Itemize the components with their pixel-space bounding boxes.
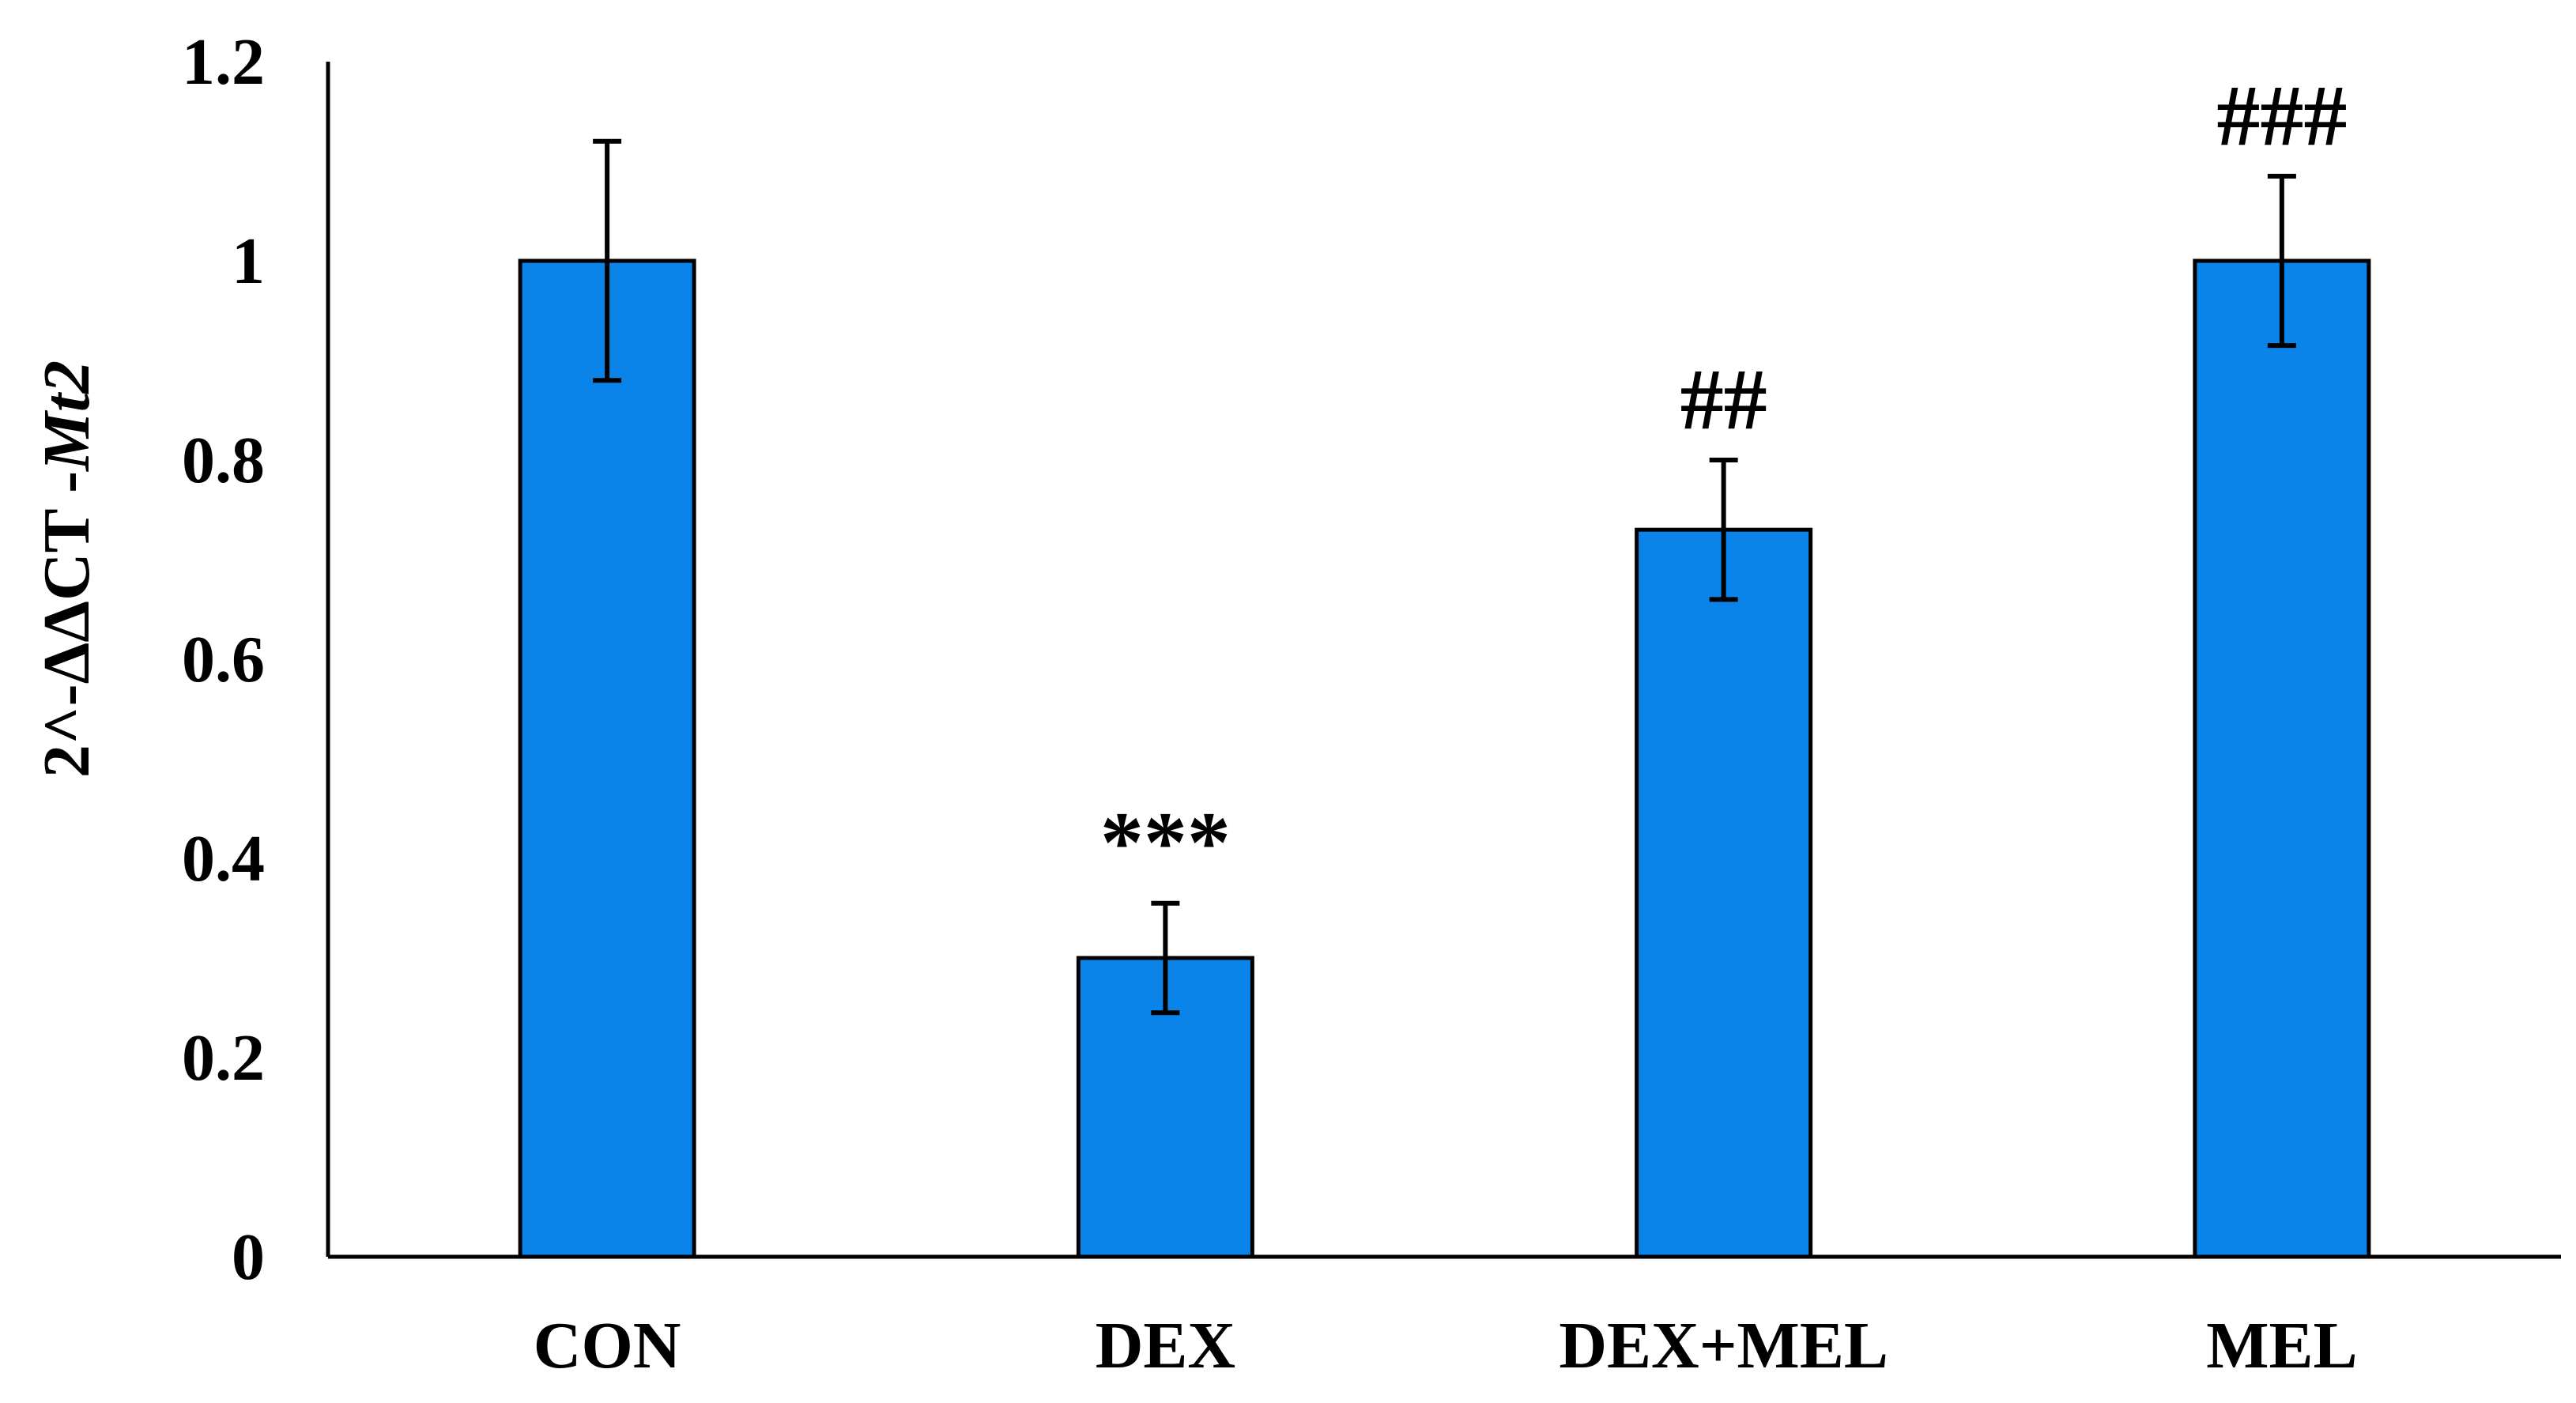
y-tick-label: 0.4 bbox=[182, 822, 265, 896]
x-category-label: CON bbox=[534, 1309, 681, 1382]
y-axis-title-gene: Mt2 bbox=[30, 360, 104, 473]
bar-con bbox=[518, 258, 696, 1259]
significance-label: ### bbox=[2216, 67, 2347, 164]
y-axis-title-text: 2^-ΔΔCT - bbox=[30, 471, 104, 778]
y-tick-label: 0 bbox=[232, 1220, 265, 1294]
y-tick-label: 1.2 bbox=[182, 25, 265, 99]
y-tick-label: 1 bbox=[232, 224, 265, 298]
y-axis-title: 2^-ΔΔCT -Mt2 bbox=[30, 360, 104, 778]
y-tick-label: 0.2 bbox=[182, 1021, 265, 1095]
bar-dex-mel bbox=[1635, 527, 1813, 1259]
y-tick-label: 0.8 bbox=[182, 424, 265, 497]
x-category-label: DEX+MEL bbox=[1559, 1309, 1888, 1382]
y-tick-label: 0.6 bbox=[182, 623, 265, 696]
significance-label: *** bbox=[1100, 794, 1231, 891]
plot-area: 0 0.2 0.4 0.6 0.8 1 1.2 CON *** DEX ## DEX+MEL ### ME… bbox=[182, 25, 2561, 1382]
x-category-label: DEX bbox=[1096, 1309, 1235, 1382]
significance-label: ## bbox=[1680, 351, 1767, 447]
bar-mel bbox=[2193, 258, 2371, 1259]
x-category-label: MEL bbox=[2206, 1309, 2357, 1382]
